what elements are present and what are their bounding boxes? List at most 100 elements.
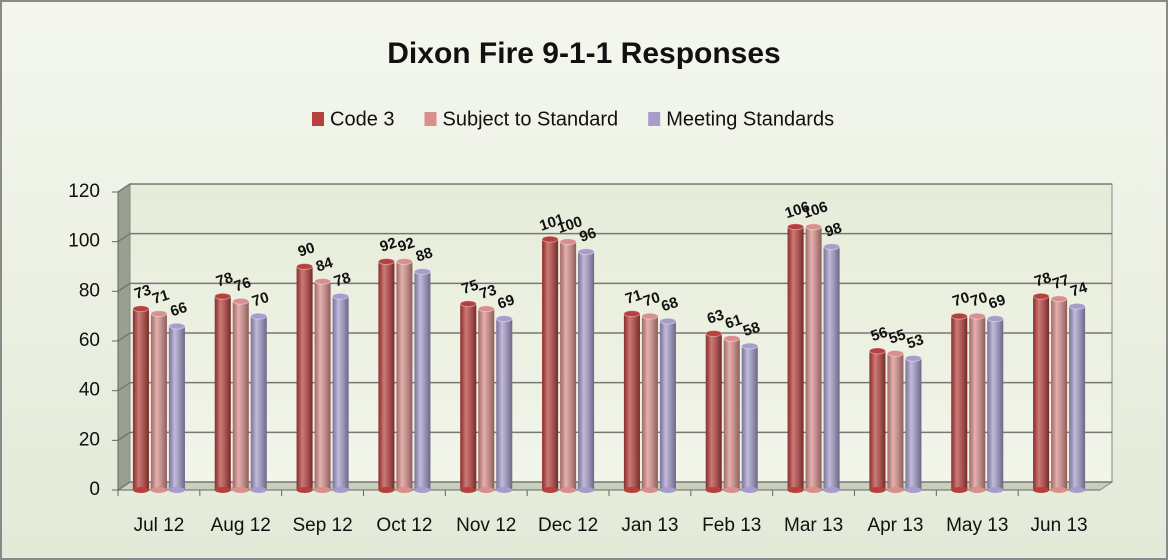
bar: [787, 223, 805, 493]
bar-base: [659, 487, 676, 493]
data-label: 69: [496, 291, 517, 312]
bar-base: [150, 487, 167, 493]
bar: [150, 310, 168, 493]
data-label: 70: [969, 289, 990, 310]
bar: [868, 347, 886, 493]
bar-shade: [332, 296, 349, 490]
bar-shade: [723, 338, 740, 490]
data-label: 77: [1050, 272, 1071, 293]
bar-base: [805, 487, 822, 493]
bar-top: [705, 330, 723, 338]
bar-top: [332, 292, 350, 300]
bar-top: [314, 277, 332, 285]
y-tick-label: 0: [89, 479, 100, 500]
data-label: 55: [887, 326, 908, 347]
bar-base: [460, 487, 477, 493]
x-tick-label: May 13: [946, 515, 1008, 536]
legend-swatch: [648, 112, 661, 126]
bar: [541, 235, 559, 493]
bar-shade: [578, 251, 595, 490]
bar-top: [886, 349, 904, 357]
bar-base: [478, 487, 495, 493]
bar-top: [377, 258, 395, 266]
data-label: 74: [1068, 279, 1090, 301]
bar-base: [296, 487, 313, 493]
data-label: 96: [577, 224, 598, 245]
bar-top: [641, 312, 659, 320]
legend-label: Code 3: [330, 108, 395, 130]
data-label: 78: [214, 269, 235, 290]
y-tick-label: 120: [68, 181, 100, 202]
bar-shade: [969, 316, 986, 490]
y-tick-label: 40: [79, 380, 100, 401]
data-label: 78: [332, 269, 353, 290]
bar-base: [396, 487, 413, 493]
bar-shade: [805, 226, 822, 490]
data-label: 90: [296, 239, 317, 260]
data-label: 75: [460, 277, 481, 298]
x-tick-label: Oct 12: [376, 515, 432, 536]
y-tick-label: 60: [79, 330, 100, 351]
bar-top: [132, 305, 150, 313]
y-tick-label: 80: [79, 280, 100, 301]
bar-shade: [705, 333, 722, 490]
bar-shade: [496, 318, 513, 490]
bar-base: [723, 487, 740, 493]
bar-top: [459, 300, 477, 308]
bar: [495, 315, 513, 493]
bar: [705, 330, 723, 493]
data-label: 76: [232, 274, 253, 295]
bar-top: [168, 322, 186, 330]
bar: [1050, 295, 1068, 493]
bar: [477, 305, 495, 493]
bar-base: [214, 487, 231, 493]
bar-base: [969, 487, 986, 493]
bar-shade: [951, 316, 968, 490]
data-label: 66: [168, 299, 189, 320]
bar-base: [887, 487, 904, 493]
bar-top: [577, 248, 595, 256]
bar-base: [641, 487, 658, 493]
x-tick-label: Feb 13: [702, 515, 761, 536]
x-tick-label: Jan 13: [621, 515, 678, 536]
bar-base: [823, 487, 840, 493]
bar: [904, 354, 922, 493]
bar-shade: [1051, 298, 1068, 490]
bar-shade: [741, 345, 758, 490]
bar-base: [705, 487, 722, 493]
bar: [132, 305, 150, 493]
data-label: 78: [1032, 269, 1053, 290]
grid-line: [117, 481, 1112, 491]
bar-shade: [905, 358, 922, 490]
grid-line: [117, 381, 1112, 392]
bar-top: [541, 235, 559, 243]
bar: [377, 258, 395, 493]
bar-top: [413, 267, 431, 275]
bar-top: [1050, 295, 1068, 303]
bar-shade: [168, 326, 185, 490]
bar: [413, 267, 431, 493]
bar: [723, 335, 741, 493]
bar-shade: [823, 246, 840, 490]
bar-shade: [478, 308, 495, 490]
bar: [559, 238, 577, 493]
legend-swatch: [312, 112, 324, 126]
bar: [1032, 292, 1050, 493]
bar-shade: [214, 296, 231, 490]
bar: [214, 292, 232, 493]
bar-shade: [132, 308, 149, 490]
bar-shade: [987, 318, 1004, 490]
chart-title: Dixon Fire 9-1-1 Responses: [387, 37, 780, 70]
data-label: 84: [314, 254, 336, 276]
bar: [1068, 302, 1086, 493]
bar-shade: [232, 301, 249, 490]
bar-base: [414, 487, 431, 493]
bar-top: [659, 317, 677, 325]
bar-shade: [1069, 306, 1086, 490]
y-tick-label: 20: [79, 429, 100, 450]
bar-top: [723, 335, 741, 343]
bar-top: [623, 310, 641, 318]
grid-line: [117, 332, 1112, 342]
grid-line: [117, 431, 1112, 441]
